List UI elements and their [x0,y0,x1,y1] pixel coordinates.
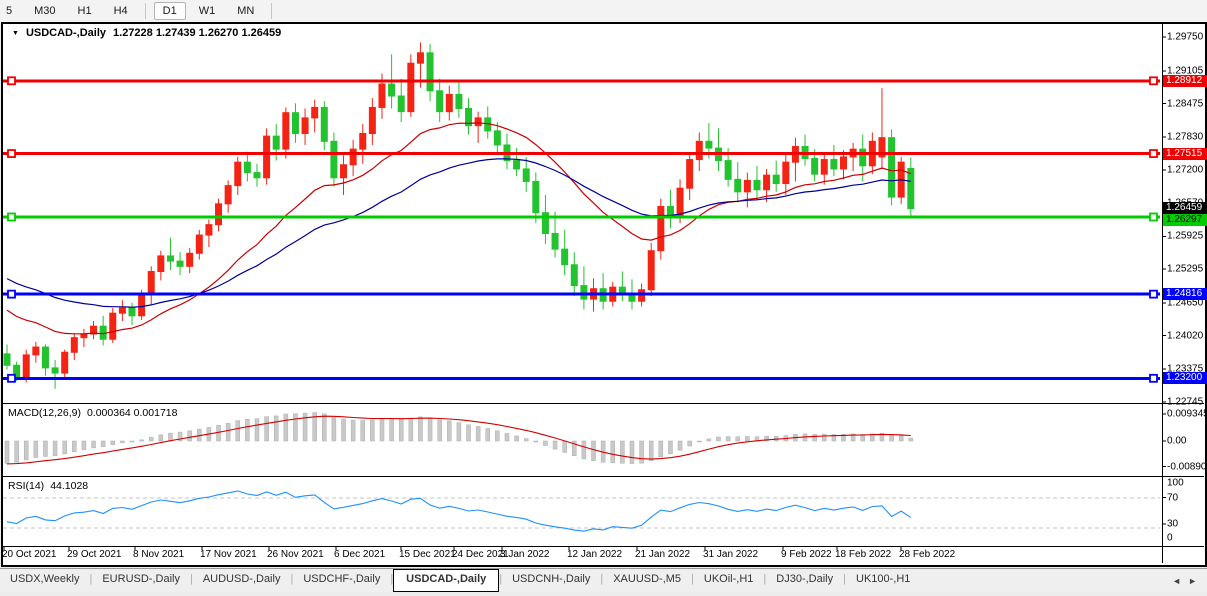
tab-usdcnh-daily[interactable]: USDCNH-,Daily [512,573,591,585]
date-axis-label: 15 Dec 2021 [399,549,456,560]
tab-separator: | [691,573,694,585]
rsi-axis-tick: 0 [1167,532,1173,544]
price-axis-tick: 1.25925 [1167,230,1204,242]
price-level-badge: 1.26297 [1163,214,1207,226]
timeframe-button-d1[interactable]: D1 [153,2,186,20]
chart-ohlc-readout: 1.27228 1.27439 1.26270 1.26459 [113,27,282,39]
date-axis-label: 31 Jan 2022 [703,549,759,560]
date-axis-label: 26 Nov 2021 [267,549,324,560]
tab-audusd-daily[interactable]: AUDUSD-,Daily [202,573,281,585]
price-axis-tick: 1.27200 [1167,164,1204,176]
chart-tabs: USDX,Weekly | EURUSD-,Daily | AUDUSD-,Daily |… [0,569,920,592]
price-axis-tick: 1.27830 [1167,131,1204,143]
tab-dj30-daily[interactable]: DJ30-,Daily [776,573,834,585]
toolbar-separator [144,3,146,19]
tab-usdchf-daily[interactable]: USDCHF-,Daily [303,573,381,585]
timeframe-button-h1[interactable]: H1 [77,5,92,17]
date-axis-label: 28 Feb 2022 [899,549,956,560]
tab-separator: | [89,573,93,585]
current-price-badge: 1.26459 [1163,202,1207,214]
rsi-name: RSI(14) [8,480,45,492]
macd-axis-tick: 0.009345 [1167,408,1207,420]
macd-values: 0.000364 0.001718 [86,407,178,419]
date-axis-label: 21 Jan 2022 [635,549,691,560]
rsi-axis-tick: 70 [1167,492,1179,503]
macd-indicator-label: MACD(12,26,9) 0.000364 0.001718 [8,407,177,419]
date-axis-label: 9 Feb 2022 [781,549,832,560]
tab-separator: | [390,573,394,585]
tab-uk100-h1[interactable]: UK100-,H1 [856,573,911,585]
price-level-badge: 1.23200 [1163,372,1207,384]
date-axis-label: 12 Jan 2022 [567,549,623,560]
tab-scroll-right-icon[interactable]: ► [1188,575,1197,586]
rsi-indicator-label: RSI(14) 44.1028 [8,480,88,492]
price-axis-tick: 1.24020 [1167,330,1204,342]
chart-title: ▼ USDCAD-,Daily 1.27228 1.27439 1.26270 … [12,27,281,39]
tab-xauusd-m5[interactable]: XAUUSD-,M5 [613,573,682,585]
macd-axis-tick: 0.00 [1167,435,1187,447]
tab-usdx-weekly[interactable]: USDX,Weekly [10,573,80,585]
date-axis-label: 18 Feb 2022 [835,549,892,560]
tab-separator: | [843,573,846,585]
price-axis-tick: 1.28475 [1167,98,1204,110]
chart-menu-icon[interactable]: ▼ [12,29,19,37]
tab-separator: | [189,573,193,585]
date-axis-label: 3 Jan 2022 [500,549,550,560]
price-axis-tick: 1.29105 [1167,65,1204,77]
macd-axis-tick: -0.008903 [1167,461,1207,473]
tab-separator: | [763,573,767,585]
price-axis-tick: 1.24650 [1167,297,1204,309]
date-axis-label: 6 Dec 2021 [334,549,386,560]
date-axis-label: 29 Oct 2021 [67,549,122,560]
tab-scroll-left-icon[interactable]: ◄ [1172,575,1182,586]
price-axis-tick: 1.29750 [1167,31,1204,43]
tab-usdcad-daily[interactable]: USDCAD-,Daily [393,569,500,592]
timeframe-toolbar: 5 M30 H1 H4 D1 W1 MN [0,0,1207,22]
date-axis-label: 20 Oct 2021 [2,549,57,560]
timeframe-button-m30[interactable]: M30 [34,5,56,17]
date-axis-label: 17 Nov 2021 [200,549,257,560]
timeframe-button-w1[interactable]: W1 [198,5,216,17]
chart-symbol-period: USDCAD-,Daily [25,27,107,39]
tab-separator: | [600,573,604,585]
tab-ukoil-h1[interactable]: UKOil-,H1 [703,573,754,585]
tab-eurusd-daily[interactable]: EURUSD-,Daily [102,573,180,585]
chart-tabbar: USDX,Weekly | EURUSD-,Daily | AUDUSD-,Daily |… [0,568,1207,592]
date-axis-label: 8 Nov 2021 [133,549,185,560]
price-axis-tick: 1.25295 [1167,263,1204,275]
timeframe-button-h4[interactable]: H4 [113,5,128,17]
tab-scroll-arrows: ◄ ► [1172,569,1207,592]
rsi-axis-tick: 100 [1167,477,1184,489]
price-level-badge: 1.24816 [1163,288,1207,300]
price-axis-tick: 1.23375 [1167,363,1204,375]
tab-separator: | [290,573,294,585]
toolbar-separator [271,3,273,19]
macd-name: MACD(12,26,9) [8,407,81,419]
price-level-badge: 1.27515 [1163,148,1207,160]
rsi-value: 44.1028 [50,480,89,492]
timeframe-button-mn[interactable]: MN [237,5,255,17]
tab-separator: | [499,573,503,585]
chart-window [1,22,1207,567]
timeframe-button-5[interactable]: 5 [6,5,13,17]
price-axis-tick: 1.22745 [1167,396,1204,408]
rsi-axis-tick: 30 [1167,518,1179,530]
date-axis-label: 24 Dec 2021 [452,549,509,560]
price-level-badge: 1.28912 [1163,75,1207,87]
